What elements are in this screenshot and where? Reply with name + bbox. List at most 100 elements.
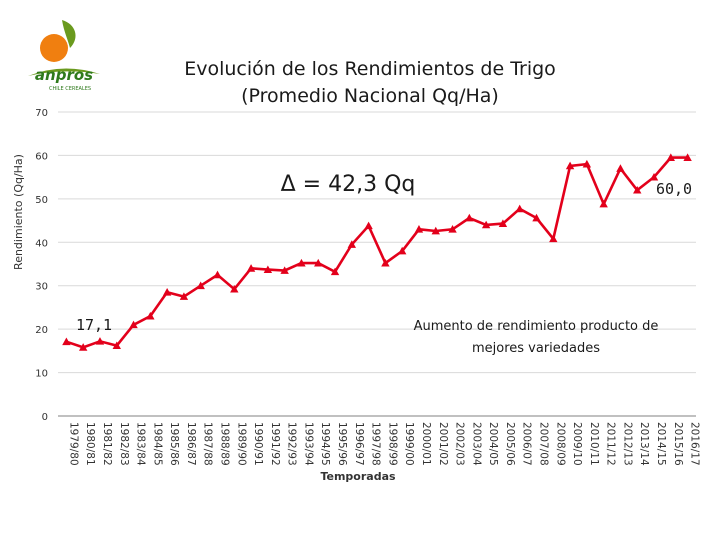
logo-subtext: CHILE CEREALES <box>49 86 91 92</box>
data-point-1985-86 <box>162 288 172 296</box>
x-tick-label: 1990/91 <box>252 422 264 466</box>
x-axis-label: Temporadas <box>320 470 396 483</box>
data-point-1988-89 <box>213 270 222 279</box>
y-axis-label: Rendimiento (Qq/Ha) <box>12 154 25 270</box>
leaf-icon <box>62 20 76 48</box>
x-tick-label: 1997/98 <box>370 422 382 466</box>
x-tick-label: 1980/81 <box>84 422 96 466</box>
delta-annotation: Δ = 42,3 Qq <box>281 172 416 197</box>
x-tick-label: 2005/06 <box>504 422 516 466</box>
fruit-icon <box>40 34 68 62</box>
note-line1: Aumento de rendimiento producto de <box>414 319 659 334</box>
chart-title: Evolución de los Rendimientos de Trigo (… <box>150 56 590 110</box>
data-point-1983-84 <box>129 320 138 329</box>
x-tick-label: 2010/11 <box>588 422 600 466</box>
x-tick-label: 1999/00 <box>403 422 415 466</box>
x-tick-label: 2011/12 <box>605 422 617 466</box>
x-tick-label: 1985/86 <box>168 422 180 466</box>
series-line <box>65 156 688 349</box>
x-tick-label: 1989/90 <box>235 422 247 466</box>
y-tick-label: 30 <box>35 282 48 293</box>
x-tick-label: 1982/83 <box>118 422 130 466</box>
y-tick-label: 60 <box>35 151 48 162</box>
x-tick-label: 2014/15 <box>655 422 667 466</box>
y-tick-label: 50 <box>35 195 48 206</box>
data-point-1980-81 <box>78 343 88 351</box>
end-value-label: 60,0 <box>656 180 692 198</box>
y-tick-label: 10 <box>35 369 48 380</box>
x-tick-label: 2007/08 <box>538 422 550 466</box>
data-point-2002-03 <box>448 225 457 233</box>
data-point-1981-82 <box>95 337 105 345</box>
x-tick-label: 1992/93 <box>286 422 298 466</box>
chart-title-line1: Evolución de los Rendimientos de Trigo <box>184 58 556 80</box>
x-tick-label: 1994/95 <box>319 422 331 466</box>
x-tick-label: 2004/05 <box>487 422 499 466</box>
x-tick-label: 1986/87 <box>185 422 197 466</box>
data-point-1993-94 <box>297 258 306 267</box>
data-point-1989-90 <box>230 284 239 293</box>
data-point-1979-80 <box>62 337 71 346</box>
x-tick-label: 1987/88 <box>202 422 214 466</box>
y-tick-label: 0 <box>42 412 48 423</box>
data-point-2012-13 <box>616 164 625 172</box>
data-point-1994-95 <box>314 258 323 267</box>
data-point-1990-91 <box>246 264 256 272</box>
x-tick-label: 1988/89 <box>219 422 231 466</box>
x-tick-label: 2006/07 <box>521 422 533 466</box>
x-tick-label: 1998/99 <box>386 422 398 466</box>
x-tick-label: 1981/82 <box>101 422 113 466</box>
chart-title-line2: (Promedio Nacional Qq/Ha) <box>241 85 499 107</box>
anpros-logo: anpros CHILE CEREALES <box>18 18 108 98</box>
data-point-2005-06 <box>498 219 508 227</box>
y-tick-label: 70 <box>35 108 48 119</box>
x-tick-label: 2016/17 <box>689 422 701 466</box>
y-axis-ticks: 0 10 20 30 40 50 60 70 <box>35 108 48 423</box>
data-point-2007-08 <box>532 213 541 222</box>
x-tick-label: 2015/16 <box>672 422 684 466</box>
data-point-2010-11 <box>582 159 592 168</box>
data-point-2006-07 <box>515 204 524 213</box>
note-line2: mejores variedades <box>472 341 600 356</box>
data-point-2004-05 <box>481 220 491 229</box>
x-tick-label: 2003/04 <box>470 422 482 466</box>
data-point-2013-14 <box>633 185 642 194</box>
x-tick-label: 1993/94 <box>302 422 314 466</box>
data-point-1992-93 <box>280 266 289 274</box>
data-point-1997-98 <box>364 221 373 230</box>
start-value-label: 17,1 <box>76 316 112 334</box>
data-point-2008-09 <box>549 234 558 243</box>
data-point-1996-97 <box>347 240 357 248</box>
x-tick-label: 1995/96 <box>336 422 348 466</box>
data-point-1991-92 <box>263 265 273 274</box>
data-point-1984-85 <box>146 311 155 320</box>
x-tick-label: 1983/84 <box>135 422 147 466</box>
y-tick-label: 40 <box>35 238 48 249</box>
x-tick-label: 2000/01 <box>420 422 432 466</box>
x-tick-label: 1991/92 <box>269 422 281 466</box>
data-point-2003-04 <box>465 213 474 222</box>
data-point-1998-99 <box>381 258 390 267</box>
x-tick-label: 2009/10 <box>571 422 583 466</box>
grid-lines <box>58 111 696 374</box>
x-tick-label: 2008/09 <box>554 422 566 466</box>
data-point-2009-10 <box>565 161 575 170</box>
data-point-2015-16 <box>666 153 676 161</box>
data-point-1986-87 <box>179 292 189 300</box>
x-tick-label: 2013/14 <box>638 422 650 466</box>
y-tick-label: 20 <box>35 325 48 336</box>
x-tick-label: 1979/80 <box>67 422 79 466</box>
x-tick-label: 2012/13 <box>621 422 633 466</box>
x-tick-label: 2001/02 <box>437 422 449 466</box>
data-point-1995-96 <box>330 267 340 276</box>
x-tick-label: 1996/97 <box>353 422 365 466</box>
x-tick-label: 1984/85 <box>151 422 163 466</box>
data-point-2000-01 <box>414 225 424 233</box>
data-point-1999-00 <box>397 246 407 255</box>
x-tick-label: 2002/03 <box>454 422 466 466</box>
data-point-2011-12 <box>599 199 608 208</box>
data-point-2014-15 <box>649 172 659 181</box>
data-point-1982-83 <box>112 341 121 350</box>
data-points <box>62 153 692 351</box>
